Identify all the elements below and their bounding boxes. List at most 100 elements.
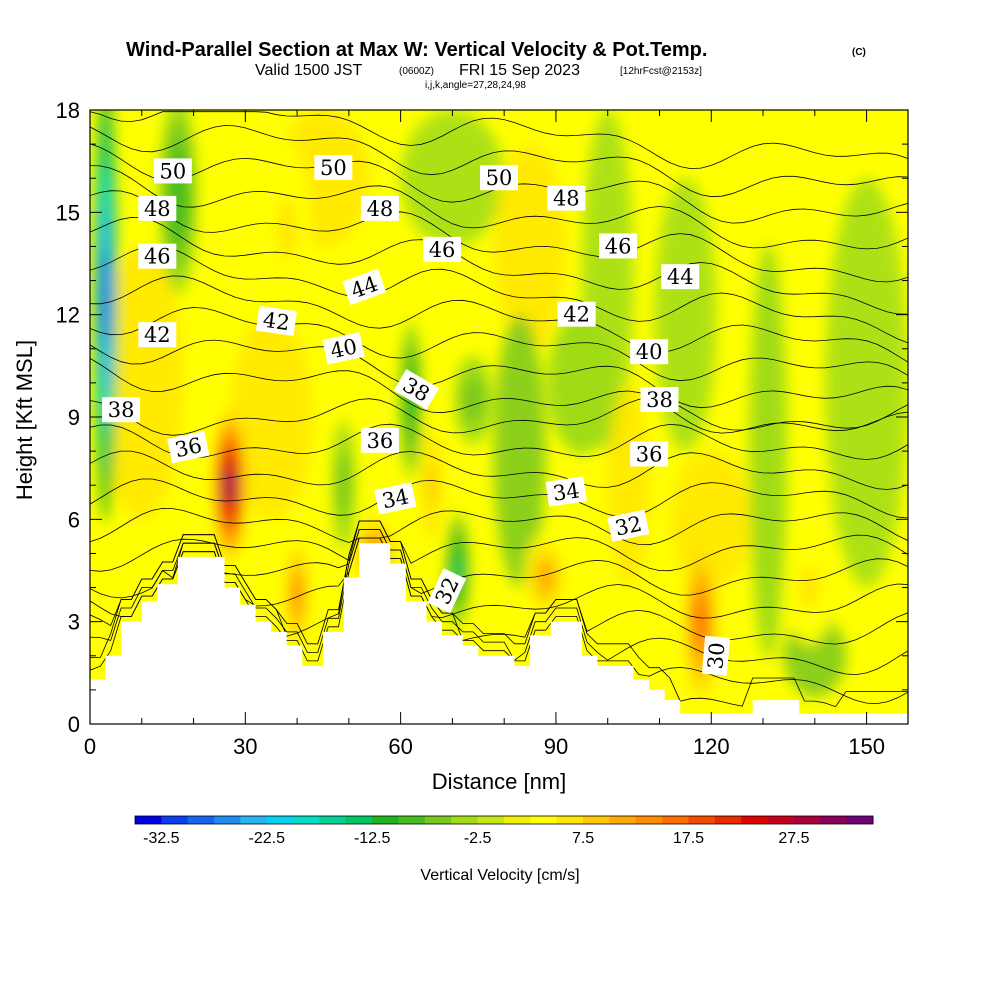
contour-label-text: 40 [328,334,359,363]
title-zulu: (0600Z) [399,66,434,77]
contour-label: 38 [102,397,141,423]
colorbar-swatch [714,816,742,824]
contour-label: 42 [255,305,298,337]
contour-label-text: 38 [108,398,135,422]
contour-label: 42 [138,322,177,348]
colorbar-tick-label: -12.5 [354,830,391,847]
colorbar-swatch [319,816,347,824]
contour-label: 38 [640,386,679,412]
colorbar-swatch [240,816,268,824]
x-tick-label: 30 [233,734,257,759]
contour-label: 50 [480,165,518,191]
contour-label: 48 [138,195,177,221]
x-axis-label: Distance [nm] [432,769,567,794]
contour-label-text: 42 [144,323,171,347]
colorbar-frame [134,815,874,825]
contour-line [90,529,908,599]
colorbar-tick-label: 27.5 [778,830,809,847]
contour-line [90,520,908,645]
contour-line [90,216,908,315]
colorbar-swatch [266,816,294,824]
title-ijk: i,j,k,angle=27,28,24,98 [425,80,526,91]
contour-line [90,358,908,434]
colorbar-swatch [345,816,373,824]
colorbar-swatch [451,816,479,824]
contour-label: 40 [322,332,365,365]
y-tick-label: 6 [68,507,80,532]
y-tick-label: 9 [68,405,80,430]
contour-label-text: 42 [563,303,590,327]
contour-label: 42 [557,301,596,327]
title-valid: Valid 1500 JST [255,62,363,79]
contour-label-text: 50 [159,159,186,183]
colorbar: -32.5 -22.5 -12.5 -2.5 7.5 17.5 27.5 [134,815,874,847]
y-tick-label: 3 [68,610,80,635]
contour-line [90,537,908,619]
contour-label-text: 48 [367,197,394,221]
contour-label-text: 42 [261,308,291,335]
colorbar-swatch [424,816,452,824]
contour-label-text: 36 [636,443,663,467]
contour-line [90,190,908,283]
contour-label-text: 44 [667,265,694,289]
x-tick-label: 150 [848,734,885,759]
contour-label-text: 46 [605,234,632,258]
contour-label: 34 [545,476,587,507]
contour-line [90,397,908,436]
contour-line [90,529,908,676]
colorbar-swatch [135,816,162,824]
contour-label: 34 [374,482,417,515]
colorbar-swatch [583,816,610,824]
x-tick-label: 0 [84,734,96,759]
colorbar-swatch [372,816,399,824]
colorbar-swatch [688,816,716,824]
contour-label-text: 48 [553,187,580,211]
contour-label-text: 36 [367,429,394,453]
contour-label-text: 46 [429,238,456,262]
colorbar-tick-label: -2.5 [464,830,492,847]
contour-line [90,423,908,460]
contour-label-text: 30 [703,641,729,670]
contour-line [90,339,908,409]
colorbar-swatch [530,816,558,824]
colorbar-swatch [846,816,874,824]
colorbar-swatch [609,816,637,824]
contour-label: 32 [607,509,650,542]
colorbar-swatch [767,816,795,824]
colorbar-tick-label: 7.5 [572,830,594,847]
contour-label-text: 32 [613,512,644,541]
contour-line [90,275,908,363]
title-mark: (C) [852,47,866,58]
contour-line [90,245,908,344]
contour-line [90,165,908,250]
contour-label: 50 [153,158,192,184]
colorbar-swatch [635,816,663,824]
contour-line [90,125,908,198]
contour-line [90,520,908,572]
contour-label-text: 36 [173,433,204,462]
x-tick-label: 60 [388,734,412,759]
contour-line [90,507,908,546]
contour-label-text: 50 [486,166,513,190]
x-tick-label: 120 [693,734,730,759]
colorbar-swatch [187,816,215,824]
contour-label: 46 [138,243,177,269]
colorbar-swatch [214,816,241,824]
contour-line [90,307,908,382]
colorbar-swatch [477,816,505,824]
contour-label: 46 [423,236,462,262]
y-tick-label: 15 [56,200,80,225]
colorbar-tick-label: -32.5 [143,830,180,847]
colorbar-swatch [161,816,189,824]
x-axis: 0 30 60 90 120 150 [84,110,885,759]
title-date: FRI 15 Sep 2023 [459,62,580,79]
contour-label-text: 50 [320,156,347,180]
contour-line [90,450,908,490]
chart-title: Wind-Parallel Section at Max W: Vertical… [126,39,866,91]
contour-label: 46 [599,233,638,259]
contour-line [90,111,908,170]
colorbar-swatch [820,816,848,824]
colorbar-title: Vertical Velocity [cm/s] [420,867,579,884]
